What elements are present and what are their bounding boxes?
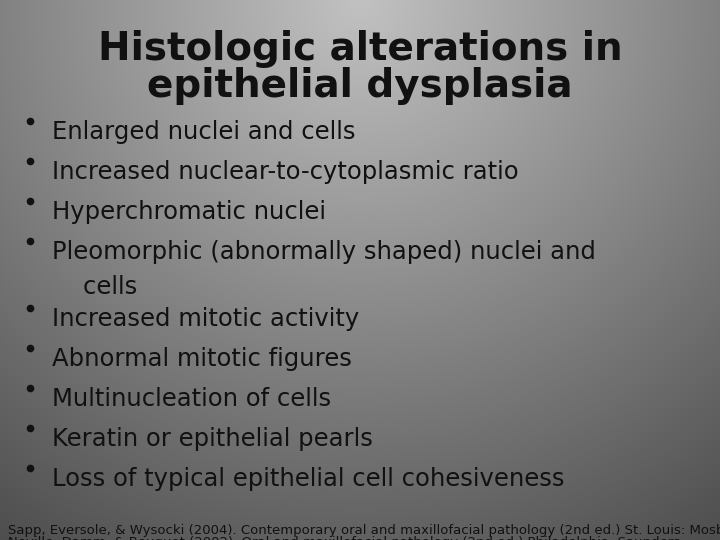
Text: Neville, Damm, & Bouquot (2002). Oral and maxillofacial pathology (2nd ed.) Phil: Neville, Damm, & Bouquot (2002). Oral an…	[8, 536, 680, 540]
Text: cells: cells	[52, 275, 138, 299]
Text: Increased mitotic activity: Increased mitotic activity	[52, 307, 359, 331]
Text: Histologic alterations in: Histologic alterations in	[98, 30, 622, 68]
Text: Loss of typical epithelial cell cohesiveness: Loss of typical epithelial cell cohesive…	[52, 467, 564, 491]
Text: epithelial dysplasia: epithelial dysplasia	[148, 67, 572, 105]
Text: Pleomorphic (abnormally shaped) nuclei and: Pleomorphic (abnormally shaped) nuclei a…	[52, 240, 596, 264]
Text: Abnormal mitotic figures: Abnormal mitotic figures	[52, 347, 352, 371]
Text: Multinucleation of cells: Multinucleation of cells	[52, 387, 331, 411]
Text: Enlarged nuclei and cells: Enlarged nuclei and cells	[52, 120, 356, 144]
Text: Sapp, Eversole, & Wysocki (2004). Contemporary oral and maxillofacial pathology : Sapp, Eversole, & Wysocki (2004). Contem…	[8, 524, 720, 537]
Text: Keratin or epithelial pearls: Keratin or epithelial pearls	[52, 427, 373, 451]
Text: Hyperchromatic nuclei: Hyperchromatic nuclei	[52, 200, 326, 224]
Text: Increased nuclear-to-cytoplasmic ratio: Increased nuclear-to-cytoplasmic ratio	[52, 160, 518, 184]
